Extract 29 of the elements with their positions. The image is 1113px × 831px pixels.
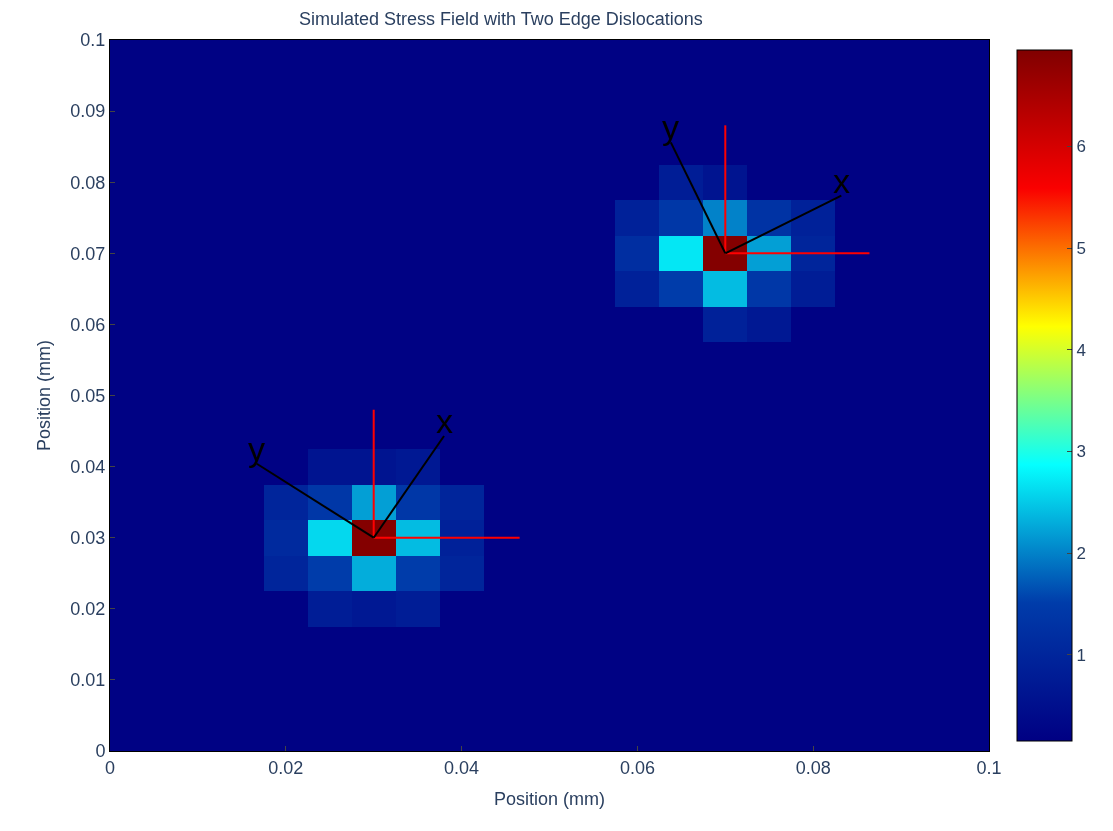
color-bar-label: 2	[1076, 543, 1086, 563]
x-tick-label: 0.02	[268, 757, 304, 778]
y-tick-label: 0.08	[70, 172, 106, 193]
color-bar-label: 6	[1076, 137, 1086, 157]
y-tick-label: 0.06	[70, 314, 106, 335]
color-bar-label: 4	[1076, 340, 1086, 360]
y-tick-label: 0.1	[80, 30, 106, 51]
annotation: y	[662, 108, 679, 146]
x-tick-label: 0.08	[795, 757, 831, 778]
y-tick-label: 0.03	[70, 528, 106, 548]
y-tick-label: 0	[95, 741, 106, 762]
x-axis-title: Position (mm)	[493, 788, 606, 809]
annotation: x	[436, 402, 453, 440]
y-tick-label: 0.02	[70, 599, 106, 620]
y-tick-label: 0.09	[70, 101, 106, 122]
color-bar-label: 3	[1076, 442, 1086, 462]
annotation: x	[833, 162, 850, 200]
y-tick-label: 0.07	[70, 243, 106, 264]
color-bar-label: 5	[1076, 239, 1086, 259]
y-tick-label: 0.05	[70, 385, 106, 406]
y-tick-label: 0.04	[70, 456, 106, 477]
y-axis-title: Position (mm)	[33, 339, 54, 452]
y-tick-label: 0.01	[70, 670, 106, 691]
x-tick-label: 0.04	[444, 757, 480, 778]
chart-title: Simulated Stress Field with Two Edge Dislocations	[298, 9, 703, 30]
x-tick-label: 0.1	[976, 757, 1002, 778]
color-bar-label: 1	[1076, 645, 1086, 665]
annotation: y	[248, 430, 265, 468]
x-tick-label: 0.06	[619, 757, 655, 778]
